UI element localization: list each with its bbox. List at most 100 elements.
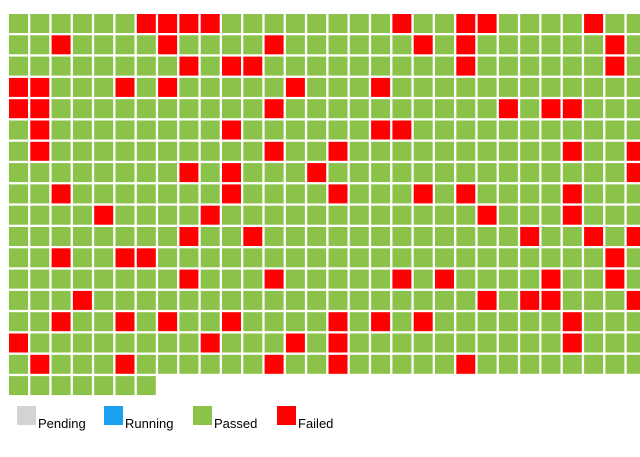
cell-failed — [562, 184, 582, 204]
cell-failed — [477, 14, 497, 33]
cell-passed — [158, 248, 178, 268]
cell-passed — [243, 354, 263, 374]
cell-passed — [584, 269, 604, 289]
cell-passed — [285, 163, 305, 183]
cell-passed — [371, 14, 391, 33]
cell-passed — [307, 141, 327, 161]
cell-passed — [285, 248, 305, 268]
cell-passed — [584, 35, 604, 55]
cell-failed — [158, 14, 178, 33]
cell-passed — [371, 227, 391, 246]
cell-passed — [605, 120, 625, 140]
cell-passed — [477, 184, 497, 204]
cell-passed — [562, 163, 582, 183]
cell-passed — [51, 163, 71, 183]
cell-passed — [94, 269, 114, 289]
cell-passed — [435, 163, 454, 183]
cell-passed — [541, 120, 561, 140]
cell-passed — [285, 312, 305, 332]
cell-passed — [158, 227, 178, 246]
cell-passed — [520, 312, 540, 332]
cell-failed — [562, 312, 582, 332]
cell-passed — [371, 354, 391, 374]
cell-passed — [392, 248, 412, 268]
cell-failed — [51, 248, 71, 268]
cell-passed — [222, 99, 241, 119]
cell-failed — [477, 205, 497, 225]
cell-failed — [94, 205, 114, 225]
cell-passed — [115, 56, 135, 76]
cell-passed — [307, 354, 327, 374]
cell-passed — [328, 269, 348, 289]
cell-failed — [264, 354, 284, 374]
cell-passed — [51, 227, 71, 246]
cell-passed — [584, 77, 604, 97]
cell-passed — [115, 14, 135, 33]
cell-passed — [626, 354, 640, 374]
cell-passed — [541, 205, 561, 225]
cell-passed — [392, 333, 412, 353]
cell-passed — [200, 269, 220, 289]
cell-failed — [626, 227, 640, 246]
cell-failed — [30, 120, 50, 140]
cell-passed — [349, 99, 369, 119]
cell-passed — [72, 35, 92, 55]
cell-passed — [349, 35, 369, 55]
cell-passed — [562, 56, 582, 76]
cell-passed — [520, 77, 540, 97]
cell-passed — [371, 248, 391, 268]
cell-passed — [456, 290, 476, 310]
cell-passed — [349, 312, 369, 332]
cell-passed — [115, 269, 135, 289]
cell-passed — [562, 290, 582, 310]
cell-passed — [158, 99, 178, 119]
cell-passed — [605, 312, 625, 332]
cell-passed — [136, 354, 156, 374]
legend-swatch-failed — [277, 406, 296, 425]
cell-passed — [9, 35, 28, 55]
cell-passed — [200, 120, 220, 140]
cell-passed — [371, 290, 391, 310]
cell-passed — [115, 290, 135, 310]
cell-passed — [435, 77, 454, 97]
cell-passed — [498, 120, 518, 140]
cell-passed — [136, 227, 156, 246]
cell-passed — [30, 227, 50, 246]
cell-passed — [541, 14, 561, 33]
cell-passed — [72, 376, 92, 396]
cell-failed — [456, 14, 476, 33]
cell-passed — [477, 141, 497, 161]
cell-passed — [158, 269, 178, 289]
cell-passed — [136, 141, 156, 161]
cell-failed — [51, 312, 71, 332]
cell-passed — [136, 333, 156, 353]
cell-passed — [243, 290, 263, 310]
cell-passed — [222, 141, 241, 161]
cell-passed — [285, 56, 305, 76]
cell-passed — [605, 205, 625, 225]
cell-passed — [520, 120, 540, 140]
cell-passed — [51, 120, 71, 140]
cell-passed — [72, 184, 92, 204]
legend-swatch-pending — [17, 406, 36, 425]
cell-passed — [435, 56, 454, 76]
cell-passed — [243, 269, 263, 289]
cell-passed — [222, 248, 241, 268]
cell-passed — [498, 248, 518, 268]
cell-passed — [200, 290, 220, 310]
cell-passed — [179, 205, 199, 225]
cell-failed — [413, 35, 433, 55]
cell-failed — [264, 35, 284, 55]
cell-passed — [9, 141, 28, 161]
cell-passed — [243, 77, 263, 97]
cell-failed — [413, 312, 433, 332]
cell-failed — [498, 99, 518, 119]
cell-failed — [541, 290, 561, 310]
cell-passed — [158, 141, 178, 161]
cell-passed — [307, 35, 327, 55]
cell-passed — [435, 120, 454, 140]
cell-passed — [328, 77, 348, 97]
cell-passed — [541, 184, 561, 204]
cell-passed — [307, 120, 327, 140]
cell-passed — [30, 35, 50, 55]
